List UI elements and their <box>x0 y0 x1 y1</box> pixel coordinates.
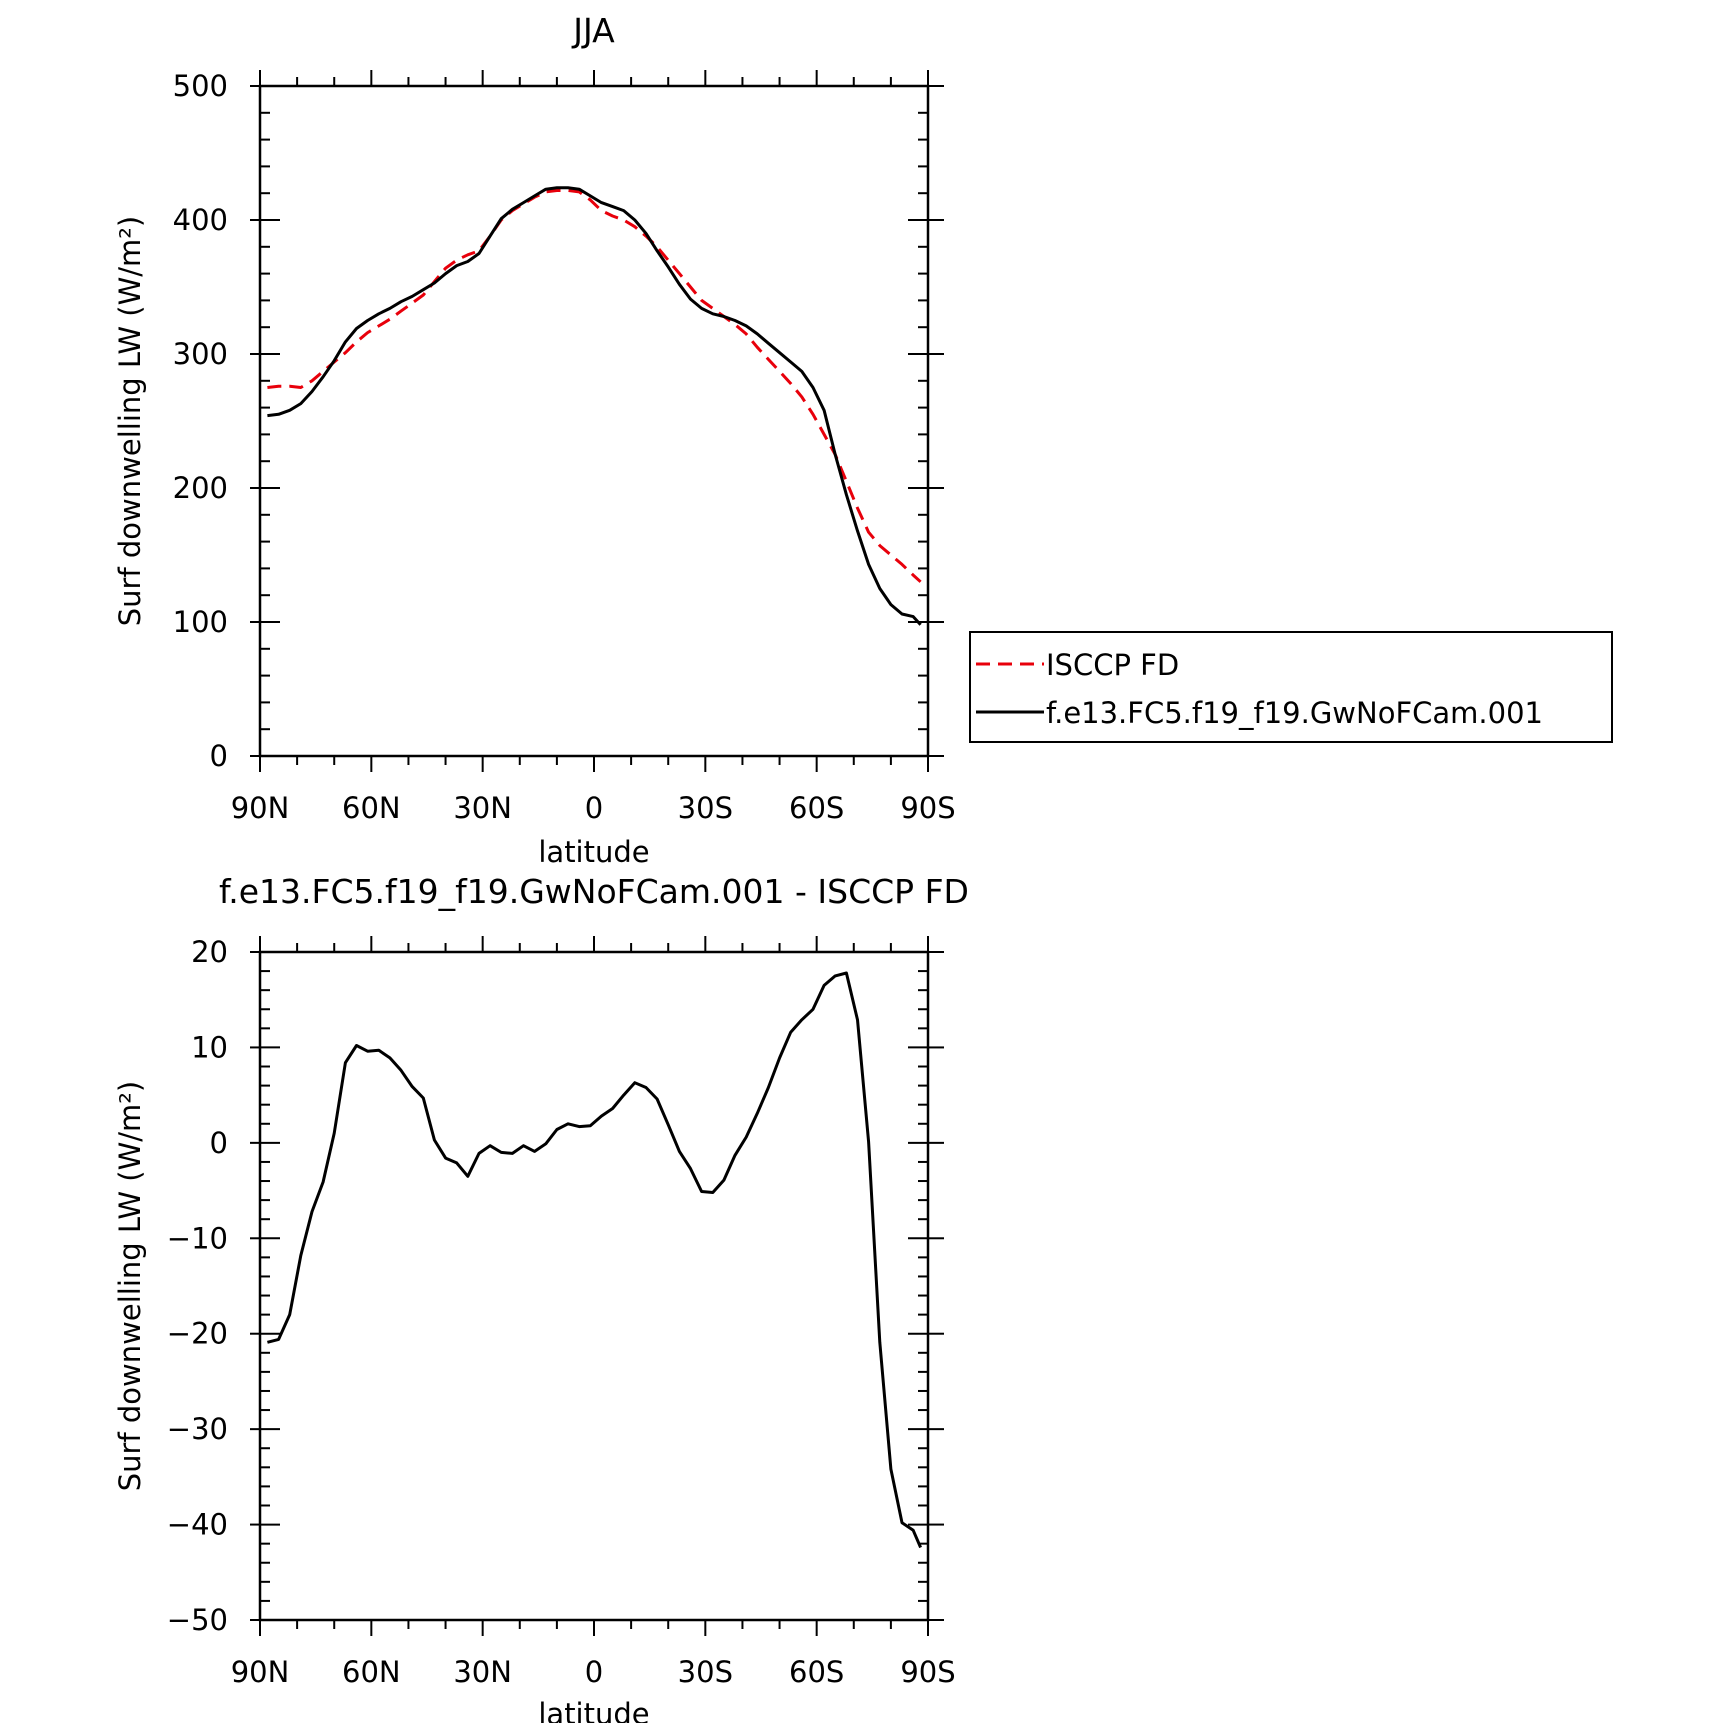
x-tick-label: 30S <box>678 791 733 825</box>
y-tick-label: 0 <box>210 739 228 773</box>
series-line-isccp-fd <box>267 189 922 583</box>
y-tick-label: 20 <box>191 935 228 969</box>
legend-label: f.e13.FC5.f19_f19.GwNoFCam.001 <box>1046 696 1543 730</box>
x-tick-label: 30N <box>453 791 512 825</box>
plot-frame <box>258 950 930 1622</box>
x-tick-label: 90N <box>231 1655 290 1689</box>
y-tick-label: −10 <box>167 1221 228 1255</box>
y-tick-label: −20 <box>167 1317 228 1351</box>
x-tick-label: 0 <box>585 791 603 825</box>
y-tick-label: 300 <box>173 337 228 371</box>
y-tick-label: −40 <box>167 1508 228 1542</box>
legend-box <box>969 631 1613 743</box>
bottom-panel-difference: f.e13.FC5.f19_f19.GwNoFCam.001 - ISCCP F… <box>113 872 969 1723</box>
x-tick-label: 60N <box>342 1655 401 1689</box>
chart-title: JJA <box>571 11 615 50</box>
chart-title: f.e13.FC5.f19_f19.GwNoFCam.001 - ISCCP F… <box>219 872 969 911</box>
y-tick-label: 100 <box>173 605 228 639</box>
x-tick-label: 30S <box>678 1655 733 1689</box>
top-panel-jja: JJA 0 100 200 300 400 500 90N 60N 30N 0 30S 60S 90S la… <box>113 11 956 869</box>
y-axis-label: Surf downwelling LW (W/m²) <box>113 1081 147 1491</box>
legend: ISCCP FD f.e13.FC5.f19_f19.GwNoFCam.001 <box>969 631 1613 743</box>
x-tick-label: 90S <box>900 1655 955 1689</box>
y-tick-label: 400 <box>173 203 228 237</box>
series-line-f-e13-fc5-f19-f19-gwnofcam-001 <box>267 186 922 626</box>
y-tick-label: 0 <box>210 1126 228 1160</box>
y-tick-label: 500 <box>173 69 228 103</box>
x-tick-label: 90S <box>900 791 955 825</box>
y-tick-label: 10 <box>191 1030 228 1064</box>
x-tick-label: 60S <box>789 1655 844 1689</box>
y-tick-label: −50 <box>167 1603 228 1637</box>
x-tick-label: 60N <box>342 791 401 825</box>
legend-label: ISCCP FD <box>1046 648 1179 682</box>
x-tick-label: 90N <box>231 791 290 825</box>
x-tick-label: 0 <box>585 1655 603 1689</box>
x-tick-label: 60S <box>789 791 844 825</box>
y-tick-label: 200 <box>173 471 228 505</box>
x-axis-label: latitude <box>538 835 649 869</box>
x-axis-label: latitude <box>538 1697 649 1723</box>
series-line-difference <box>267 971 922 1549</box>
y-axis-label: Surf downwelling LW (W/m²) <box>113 216 147 626</box>
y-tick-label: −30 <box>167 1412 228 1446</box>
x-tick-label: 30N <box>453 1655 512 1689</box>
